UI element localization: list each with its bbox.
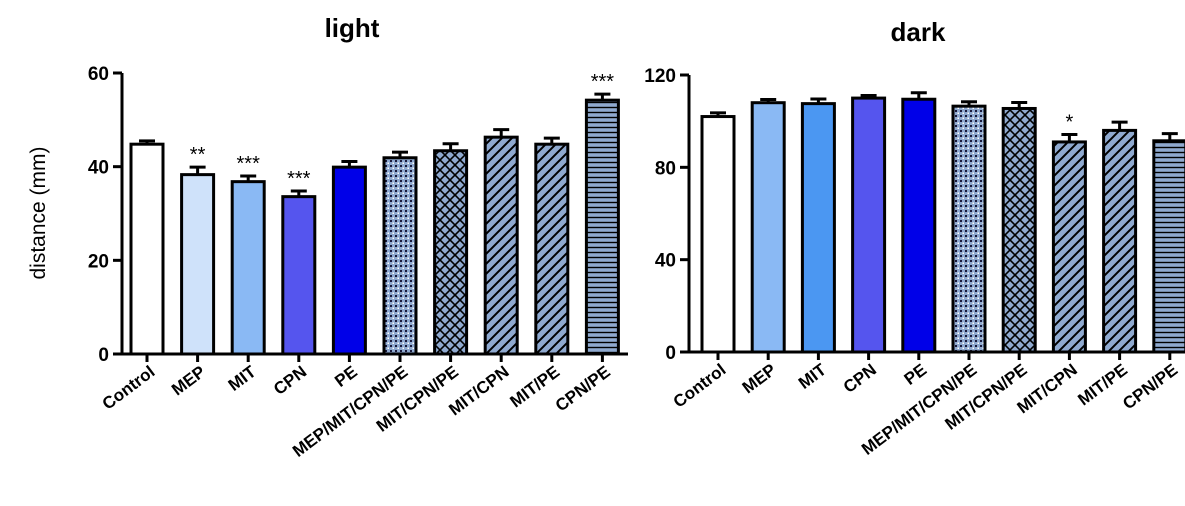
- significance-marker: **: [190, 144, 206, 166]
- x-tick-label: CPN: [270, 362, 310, 399]
- significance-marker: ***: [287, 168, 311, 190]
- bar-mep: [180, 173, 216, 356]
- y-tick-label: 0: [98, 345, 109, 366]
- bar-mit-cpn-pe: [433, 149, 469, 356]
- x-tick-label: PE: [331, 362, 361, 391]
- bar-cpn: [851, 96, 887, 354]
- y-tick-label: 0: [665, 343, 676, 364]
- bar-mit-cpn-pe: [1001, 106, 1037, 354]
- bar-mep-mit-cpn-pe: [951, 104, 987, 354]
- y-tick-label: 120: [644, 66, 676, 87]
- y-tick-label: 40: [88, 158, 109, 179]
- x-tick-label: CPN: [840, 360, 880, 397]
- bar-mep: [750, 101, 786, 354]
- significance-marker: *: [1066, 112, 1074, 134]
- bar-mit: [800, 102, 836, 354]
- bar-cpn: [281, 195, 317, 356]
- y-tick-label: 20: [88, 251, 109, 272]
- x-tick-label: CPN/PE: [552, 362, 614, 415]
- y-tick-label: 80: [655, 158, 676, 179]
- bar-cpn-pe: [584, 98, 620, 356]
- y-axis-label: distance (mm): [27, 146, 50, 279]
- bar-mit: [230, 180, 266, 356]
- x-tick-label: Control: [99, 362, 159, 414]
- x-tick-label: Control: [670, 360, 730, 412]
- bar-control: [129, 142, 165, 356]
- bar-control: [700, 115, 736, 354]
- y-tick-label: 40: [655, 251, 676, 272]
- x-tick-label: PE: [901, 360, 931, 389]
- y-tick-label: 60: [88, 64, 109, 85]
- chart-title: light: [325, 13, 380, 43]
- bar-mep-mit-cpn-pe: [382, 156, 418, 356]
- significance-marker: ***: [237, 153, 261, 175]
- bar-mit-cpn: [1051, 140, 1087, 354]
- bar-mit-pe: [1102, 128, 1138, 354]
- x-tick-label: MIT: [225, 362, 260, 395]
- chart-title: dark: [891, 17, 946, 47]
- bar-mit-cpn: [483, 135, 519, 356]
- x-tick-label: MIT: [795, 360, 830, 393]
- bar-pe: [331, 165, 367, 356]
- x-tick-label: MEP: [168, 362, 209, 399]
- bar-pe: [901, 97, 937, 354]
- x-tick-label: MEP: [739, 360, 780, 397]
- bar-cpn-pe: [1152, 139, 1185, 354]
- bar-mit-pe: [534, 142, 570, 356]
- significance-marker: ***: [591, 71, 615, 93]
- x-tick-label: CPN/PE: [1119, 360, 1181, 413]
